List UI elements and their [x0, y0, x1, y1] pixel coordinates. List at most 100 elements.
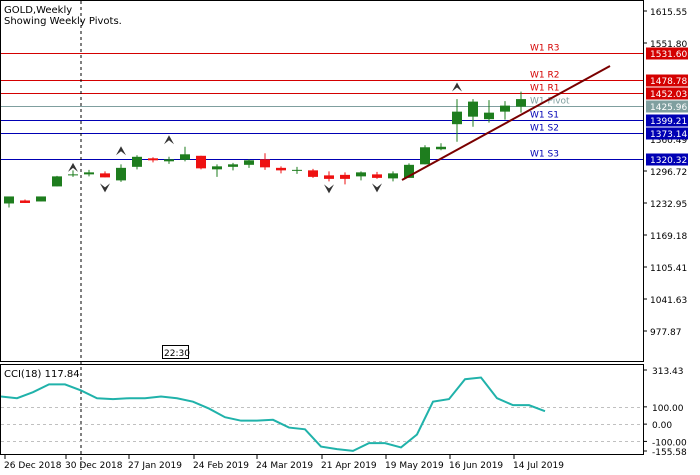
time-axis-label: 16 Jun 2019: [449, 461, 503, 471]
time-axis-label: 14 Jul 2019: [513, 461, 564, 471]
candle-body: [452, 111, 462, 125]
subtitle: Showing Weekly Pivots.: [4, 16, 122, 27]
candles-group: [4, 91, 526, 208]
fractal-up-icon: [164, 135, 174, 145]
cci-axis-label: 0.00: [652, 421, 672, 431]
time-marker: 22:30: [164, 349, 190, 359]
time-marker-box: [162, 345, 189, 359]
candle-body: [420, 147, 430, 165]
pivot-price-tag: [646, 100, 688, 113]
price-axis-label: 977.87: [650, 328, 682, 338]
fractal-down-icon: [100, 183, 110, 193]
price-axis-label: 1615.55: [650, 8, 687, 18]
pivot-price-tag-label: 1373.14: [650, 130, 687, 140]
pivot-name: W1 S2: [530, 124, 559, 134]
pivot-price-tag: [646, 114, 688, 127]
pivot-price-tag-label: 1399.21: [650, 117, 687, 127]
time-axis-label: 24 Mar 2019: [256, 461, 313, 471]
cci-panel-frame: [0, 364, 644, 455]
pivot-name: W1 Pivot: [530, 97, 570, 107]
candle-body: [276, 167, 286, 171]
candle-body: [212, 166, 222, 170]
cci-axis-label: 100.00: [652, 404, 684, 414]
time-axis-label: 30 Dec 2018: [65, 461, 123, 471]
price-axis-label: 1105.41: [650, 264, 687, 274]
candle-body: [340, 174, 350, 179]
candle-body: [324, 175, 334, 179]
candle-body: [260, 159, 270, 168]
candle-body: [356, 172, 366, 177]
pivot-name: W1 R1: [530, 84, 559, 94]
cci-axis-label: 313.43: [652, 367, 684, 377]
symbol-title: GOLD,Weekly: [4, 5, 72, 16]
candle-body: [244, 160, 254, 165]
candle-body: [36, 196, 46, 202]
pivot-name: W1 R3: [530, 44, 559, 54]
pivot-price-tag-label: 1320.32: [650, 156, 687, 166]
cci-line: [0, 376, 546, 452]
candle-body: [164, 159, 174, 162]
pivot-price-tag: [646, 127, 688, 140]
fractal-up-icon: [68, 162, 78, 172]
price-axis-label: 1360.49: [650, 136, 687, 146]
price-axis-label: 1041.63: [650, 296, 687, 306]
pivot-price-tag-label: 1452.03: [650, 90, 687, 100]
candle-body: [84, 172, 94, 175]
candle-body: [68, 174, 78, 176]
candle-body: [404, 164, 414, 178]
cci-indicator-group: [0, 376, 643, 452]
candle-body: [308, 170, 318, 177]
pivot-name: W1 S1: [530, 111, 559, 121]
time-axis-label: 21 Apr 2019: [321, 461, 377, 471]
candle-body: [388, 173, 398, 179]
price-axis-label: 1551.80: [650, 40, 687, 50]
time-axis-label: 27 Jan 2019: [128, 461, 182, 471]
pivot-price-tag-label: 1425.96: [650, 103, 687, 113]
candle-body: [148, 158, 158, 161]
candle-body: [20, 200, 30, 203]
price-axis-label: 1169.18: [650, 232, 687, 242]
candle-body: [196, 155, 206, 169]
candle-body: [228, 164, 238, 167]
time-axis-label: 26 Dec 2018: [4, 461, 62, 471]
pivot-price-tag: [646, 87, 688, 100]
candle-body: [100, 173, 110, 178]
fractal-down-icon: [324, 184, 334, 194]
fractal-up-icon: [116, 146, 126, 156]
cci-axis-label: -155.58: [652, 448, 687, 458]
pivot-name: W1 R2: [530, 71, 559, 81]
candle-body: [436, 146, 446, 150]
pivot-lines-group: W1 R3 W1 R2 W1 R1 W1 Pivot W1 S1 W1 S2 W1 S3: [1, 44, 643, 160]
cci-label: CCI(18) 117.84: [4, 369, 80, 380]
fractal-up-icon: [452, 82, 462, 92]
price-axis-label: 1296.72: [650, 168, 687, 178]
pivot-name: W1 S3: [530, 150, 559, 160]
candle-body: [180, 154, 190, 160]
price-axis: 1615.55 1551.80 1296.72 1232.95 1169.18 1105.…: [643, 8, 687, 338]
candle-body: [132, 156, 142, 167]
pivot-price-tag: [646, 153, 688, 166]
candle-body: [516, 99, 526, 107]
pivot-price-tag: [646, 47, 688, 60]
pivot-price-tags: 1531.60 1478.78 1452.03 1425.96 1399.21 1373.…: [646, 47, 688, 166]
cci-axis-label: -100.00: [652, 438, 687, 448]
candle-body: [468, 101, 478, 117]
candle-body: [4, 196, 14, 204]
time-axis-label: 24 Feb 2019: [193, 461, 249, 471]
time-axis-label: 19 May 2019: [385, 461, 444, 471]
candle-body: [116, 167, 126, 181]
candle-body: [52, 176, 62, 187]
main-chart-frame: [0, 0, 644, 362]
fractal-down-icon: [372, 183, 382, 193]
candle-body: [372, 174, 382, 178]
pivot-price-tag-label: 1531.60: [650, 50, 687, 60]
pivot-price-tag: [646, 74, 688, 87]
price-axis-label: 1232.95: [650, 200, 687, 210]
candle-body: [500, 105, 510, 112]
trendline[interactable]: [401, 65, 611, 181]
candle-body: [292, 169, 302, 171]
candle-body: [484, 112, 494, 120]
fractals-group: [68, 82, 462, 194]
time-axis: 26 Dec 2018 30 Dec 2018 27 Jan 2019 24 Feb …: [4, 455, 564, 471]
